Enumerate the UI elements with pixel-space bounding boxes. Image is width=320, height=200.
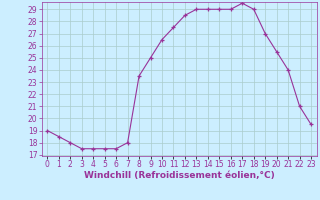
X-axis label: Windchill (Refroidissement éolien,°C): Windchill (Refroidissement éolien,°C): [84, 171, 275, 180]
